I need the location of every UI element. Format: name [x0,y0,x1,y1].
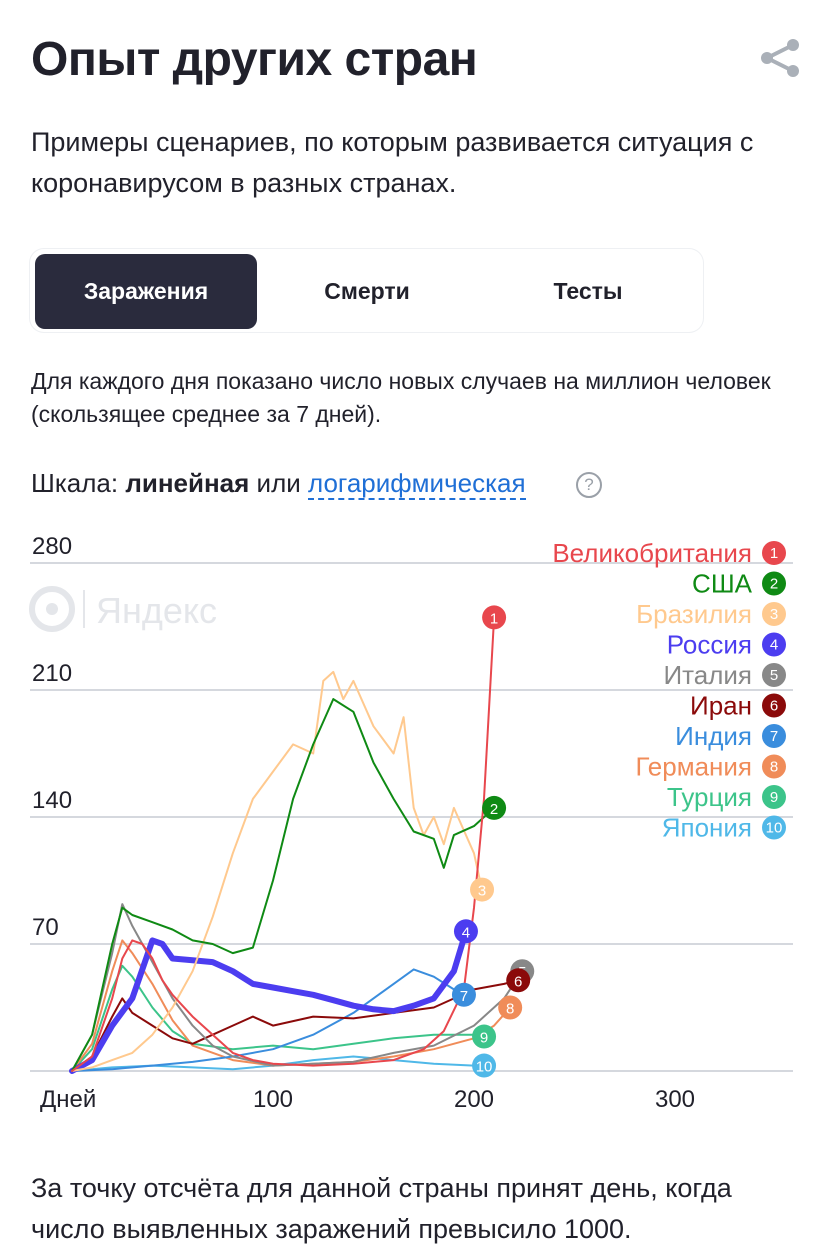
series-end-marker-2 [482,795,507,820]
tab-infections[interactable]: Заражения [35,254,257,329]
legend-badge-7 [762,724,786,748]
y-tick-label: 70 [32,914,59,941]
metric-tabs: Заражения Смерти Тесты [30,249,703,332]
legend-entry-2: США [692,569,753,599]
tab-deaths[interactable]: Смерти [324,278,410,304]
series-line-4 [69,928,469,1074]
legend-badge-8 [762,754,786,779]
svg-text:Яндекс: Яндекс [96,590,217,631]
series-end-marker-label: 1 [490,610,498,627]
tab-tests[interactable]: Тесты [553,278,623,304]
legend-badge-label: 7 [770,728,778,745]
series-end-marker-label: 4 [462,924,470,941]
legend-entry-5: Италия [663,660,752,690]
legend-entry-4: Россия [667,630,752,660]
series-end-marker-label: 9 [480,1030,488,1047]
series-end-marker-label: 7 [460,988,468,1005]
series-line-2 [71,698,496,1072]
y-tick-label: 280 [32,533,72,560]
page-title: Опыт других стран [31,33,478,86]
x-axis-label: Дней [40,1086,96,1113]
x-tick-label: 200 [454,1086,494,1113]
scale-log-link[interactable]: логарифмическая [308,468,526,500]
chart-description: Для каждого дня показано число новых слу… [31,368,771,427]
legend-badge-label: 10 [766,820,783,837]
intro-text: Примеры сценариев, по которым развиваетс… [31,127,754,198]
legend-badge-3 [762,602,786,626]
legend-badge-9 [762,785,786,809]
series-end-marker-label: 8 [506,1001,514,1018]
series-line-7 [71,968,465,1072]
series-end-marker-label: 6 [514,973,522,990]
series-line-9 [71,964,485,1072]
legend-entry-1: Великобритания [552,538,752,568]
legend-badge-label: 9 [770,789,778,806]
scale-linear[interactable]: линейная [125,468,250,498]
y-tick-label: 210 [32,660,72,687]
series-end-marker-9 [472,1024,497,1049]
legend-badge-10 [762,815,786,840]
series-end-marker-8 [498,995,523,1020]
legend-badge-5 [762,663,786,687]
legend-badge-1 [762,541,786,565]
series-end-marker-3 [470,877,495,902]
infections-chart: Яндекс70140210280Дней1002003001234567891… [29,533,793,1113]
legend-entry-8: Германия [635,752,752,782]
scale-switcher: Шкала: линейная или логарифмическая [31,465,526,501]
series-end-marker-label: 3 [478,883,486,900]
series-end-marker-7 [451,982,476,1007]
legend-badge-2 [762,571,786,596]
x-tick-label: 300 [655,1086,695,1113]
series-line-3 [71,670,483,1072]
legend-entry-3: Бразилия [636,599,752,629]
series-line-6 [71,979,520,1072]
legend-badge-label: 1 [770,545,778,562]
legend-badge-label: 2 [770,576,778,593]
legend-entry-9: Турция [667,782,752,812]
legend-entry-10: Япония [662,813,752,843]
legend-badge-label: 4 [770,637,778,654]
footnote: За точку отсчёта для данной страны приня… [31,1173,732,1244]
series-end-marker-4 [453,919,478,944]
series-line-1 [71,616,496,1072]
legend-entry-6: Иран [690,691,752,721]
help-icon[interactable]: ? [576,472,602,498]
share-icon[interactable] [758,36,802,80]
legend-badge-4 [762,632,786,657]
series-end-marker-label: 10 [476,1059,493,1076]
y-tick-label: 140 [32,787,72,814]
series-end-marker-1 [482,605,507,630]
series-end-marker-10 [472,1053,497,1078]
legend-entry-7: Индия [675,721,752,751]
x-tick-label: 100 [253,1086,293,1113]
series-end-marker-label: 2 [490,801,498,818]
legend-badge-label: 8 [770,759,778,776]
yandex-watermark: Яндекс [29,586,217,632]
legend-badge-label: 3 [770,606,778,623]
legend-badge-label: 5 [770,667,778,684]
series-end-marker-6 [506,968,531,993]
series-line-8 [71,939,512,1072]
legend-badge-label: 6 [770,698,778,715]
legend-badge-6 [762,693,786,718]
scale-or: или [256,468,301,498]
scale-prefix: Шкала: [31,468,119,498]
